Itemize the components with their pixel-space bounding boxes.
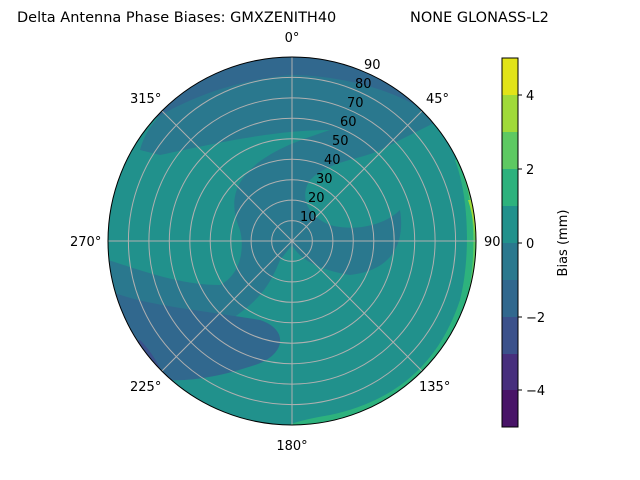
svg-text:80: 80 — [355, 77, 372, 92]
svg-text:70: 70 — [347, 96, 364, 111]
svg-text:45°: 45° — [426, 92, 449, 107]
svg-text:50: 50 — [332, 134, 349, 149]
svg-text:20: 20 — [308, 191, 325, 206]
svg-text:270°: 270° — [70, 235, 101, 250]
svg-text:90: 90 — [484, 235, 501, 250]
colorbar-tick: 4 — [526, 89, 534, 104]
svg-text:0°: 0° — [285, 31, 300, 46]
svg-text:180°: 180° — [276, 439, 307, 454]
svg-text:10: 10 — [300, 210, 317, 225]
svg-text:60: 60 — [340, 115, 357, 130]
angular-gridlines — [108, 57, 476, 425]
svg-text:30: 30 — [316, 172, 333, 187]
svg-text:135°: 135° — [419, 380, 450, 395]
colorbar-tick: −2 — [526, 311, 545, 326]
svg-text:315°: 315° — [130, 92, 161, 107]
colorbar-label: Bias (mm) — [556, 210, 571, 277]
chart-title: Delta Antenna Phase Biases: GMXZENITH40 — [17, 10, 336, 26]
radial-tick-labels: 10 20 30 40 50 60 70 80 90 — [300, 58, 381, 225]
colorbar-tick: 0 — [526, 237, 534, 252]
polar-frame — [107, 56, 477, 426]
chart-title-signal: NONE GLONASS-L2 — [410, 10, 549, 26]
colorbar-tick: 2 — [526, 163, 534, 178]
colorbar: 4 2 0 −2 −4 Bias (mm) — [501, 57, 571, 428]
angular-tick-labels: 0° 45° 90 135° 180° 225° 270° 315° — [70, 31, 501, 454]
colorbar-tick: −4 — [526, 384, 545, 399]
svg-text:40: 40 — [324, 153, 341, 168]
svg-text:225°: 225° — [130, 380, 161, 395]
svg-text:90: 90 — [364, 58, 381, 73]
